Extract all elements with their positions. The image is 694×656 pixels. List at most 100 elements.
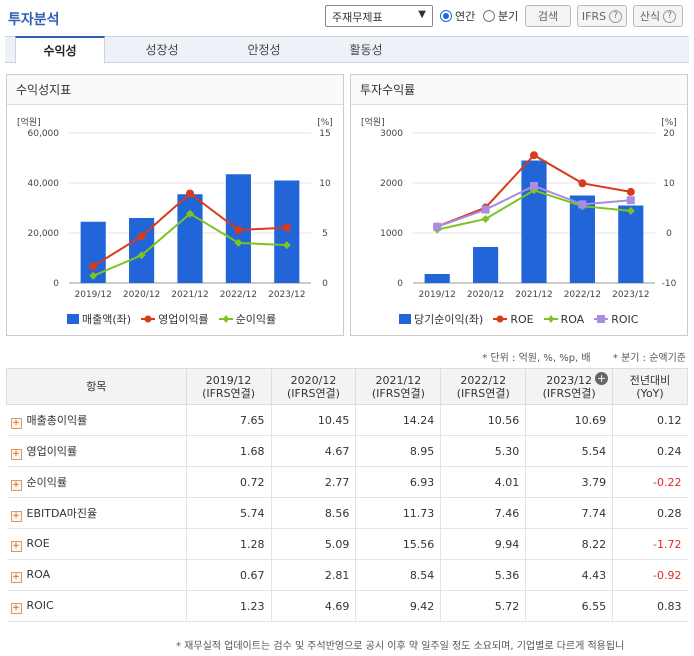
chart-legend: 매출액(좌) 영업이익률 순이익률 [67, 311, 276, 327]
header-item: 항목 [6, 368, 187, 405]
formula-label: 산식 [639, 10, 661, 23]
table-cell: 7.46 [440, 497, 526, 529]
table-cell: 4.01 [440, 466, 526, 498]
row-label[interactable]: + 매출총이익률 [6, 404, 187, 436]
search-button[interactable]: 검색 [525, 5, 571, 27]
row-label[interactable]: + ROA [6, 559, 187, 591]
table-row: + ROIC 1.23 4.69 9.42 5.72 6.55 0.83 [6, 590, 688, 622]
y-tick-label: 40,000 [28, 179, 60, 189]
data-point [137, 251, 146, 260]
tab-profitability[interactable]: 수익성 [15, 36, 105, 64]
table-cell: 11.73 [355, 497, 441, 529]
row-label[interactable]: + ROE [6, 528, 187, 560]
table-cell: 0.24 [612, 435, 688, 467]
data-point [137, 232, 146, 241]
row-label[interactable]: + 영업이익률 [6, 435, 187, 467]
header-year: 2020/12 [290, 373, 337, 387]
legend-label: 영업이익률 [158, 313, 209, 326]
table-cell: 5.54 [525, 435, 613, 467]
return-chart: [억원] [%] 0 1000 2000 3000 -10 0 10 20 2019/12 2020/… [361, 116, 677, 300]
table-cell: 8.22 [525, 528, 613, 560]
tab-stability[interactable]: 안정성 [247, 43, 281, 57]
table-cell: 4.43 [525, 559, 613, 591]
profitability-chart-panel: 수익성지표 [억원] [%] 0 20,000 40,000 60,000 0 5 10 15 20… [6, 74, 344, 336]
right-axis-unit: [%] [317, 118, 333, 128]
y-tick-label: 20,000 [28, 229, 60, 239]
header-year: 2019/12 [205, 373, 252, 387]
table-cell: 0.28 [612, 497, 688, 529]
legend-item: ROA [543, 311, 585, 327]
row-label[interactable]: + ROIC [6, 590, 187, 622]
expand-plus-icon[interactable]: + [10, 510, 22, 522]
table-cell: 1.23 [185, 590, 272, 622]
expand-plus-icon[interactable]: + [10, 417, 22, 429]
expand-column-icon[interactable]: + [595, 372, 609, 385]
y2-tick-label: 0 [666, 229, 672, 239]
ifrs-label: IFRS [581, 9, 607, 23]
x-tick-label: 2021/12 [515, 290, 552, 300]
table-cell: 10.45 [270, 404, 356, 436]
data-point [186, 209, 194, 218]
return-chart-panel: 투자수익률 [억원] [%] 0 1000 2000 3000 -10 0 10 20 2019/1… [350, 74, 688, 336]
tab-growth[interactable]: 성장성 [145, 43, 179, 57]
bar [274, 180, 300, 283]
left-axis-unit: [억원] [361, 116, 385, 128]
header-col: 2020/12 (IFRS연결) [270, 368, 357, 405]
left-axis-unit: [억원] [17, 116, 41, 128]
row-label[interactable]: + 순이익률 [6, 466, 187, 498]
y-tick-label: 0 [397, 279, 403, 289]
table-cell: 5.36 [440, 559, 526, 591]
table-row: + 매출총이익률 7.65 10.45 14.24 10.56 10.69 0.12 [6, 404, 688, 436]
header-basis: (IFRS연결) [456, 386, 510, 400]
profitability-table: 항목 2019/12 (IFRS연결) 2020/12 (IFRS연결) 2021/… [6, 368, 688, 622]
table-cell: 1.68 [185, 435, 272, 467]
x-tick-label: 2023/12 [268, 290, 305, 300]
table-cell: 4.67 [270, 435, 356, 467]
expand-plus-icon[interactable]: + [10, 479, 22, 491]
legend-label: ROA [560, 312, 585, 326]
footer-note: * 재무실적 업데이트는 검수 및 주석반영으로 공시 이후 약 일주일 정도 … [176, 641, 625, 652]
expand-plus-icon[interactable]: + [10, 540, 22, 552]
table-cell: 15.56 [355, 528, 441, 560]
header-year: 2021/12 [375, 373, 422, 387]
table-row: + EBITDA마진율 5.74 8.56 11.73 7.46 7.74 0.28 [6, 497, 688, 529]
header-basis: (IFRS연결) [286, 386, 340, 400]
radio-quarter[interactable]: 분기 [483, 8, 518, 24]
data-point [626, 206, 635, 215]
row-label[interactable]: + EBITDA마진율 [6, 497, 187, 529]
header-year: 2022/12 [460, 373, 507, 387]
y-tick-label: 0 [53, 279, 59, 289]
table-cell: 5.30 [440, 435, 526, 467]
legend-item: ROIC [594, 311, 638, 327]
data-point [626, 196, 635, 205]
row-name: 영업이익률 [26, 444, 78, 458]
expand-plus-icon[interactable]: + [10, 571, 22, 583]
x-tick-label: 2021/12 [171, 290, 208, 300]
header-yoy: 전년대비 [629, 373, 671, 387]
table-cell: 5.09 [270, 528, 356, 560]
table-cell: 0.12 [612, 404, 688, 436]
bar [473, 247, 499, 283]
chevron-down-icon: ▼ [418, 9, 426, 20]
radio-annual[interactable]: 연간 [440, 8, 475, 24]
table-notes: * 단위 : 억원, %, %p, 배 * 분기 : 순액기준 [482, 349, 686, 364]
header-yoy-sub: (YoY) [636, 386, 664, 400]
x-tick-label: 2019/12 [75, 290, 112, 300]
legend-item: 순이익률 [218, 311, 276, 327]
table-cell: -1.72 [612, 528, 688, 560]
tab-activity[interactable]: 활동성 [349, 43, 383, 57]
profitability-chart: [억원] [%] 0 20,000 40,000 60,000 0 5 10 15 2019/12 2… [17, 116, 333, 300]
header-col: 2022/12 (IFRS연결) [440, 368, 527, 405]
table-cell: 14.24 [355, 404, 441, 436]
ifrs-help-button[interactable]: IFRS ? [577, 5, 627, 27]
statement-select[interactable]: 주재무제표 ▼ [325, 5, 433, 27]
data-point [626, 187, 635, 196]
table-cell: 5.72 [440, 590, 526, 622]
formula-help-button[interactable]: 산식 ? [633, 5, 683, 27]
expand-plus-icon[interactable]: + [10, 602, 22, 614]
bar [521, 160, 547, 283]
expand-plus-icon[interactable]: + [10, 448, 22, 460]
y2-tick-label: -10 [662, 279, 677, 289]
row-name: 순이익률 [26, 475, 67, 489]
legend-label: ROIC [611, 312, 639, 326]
